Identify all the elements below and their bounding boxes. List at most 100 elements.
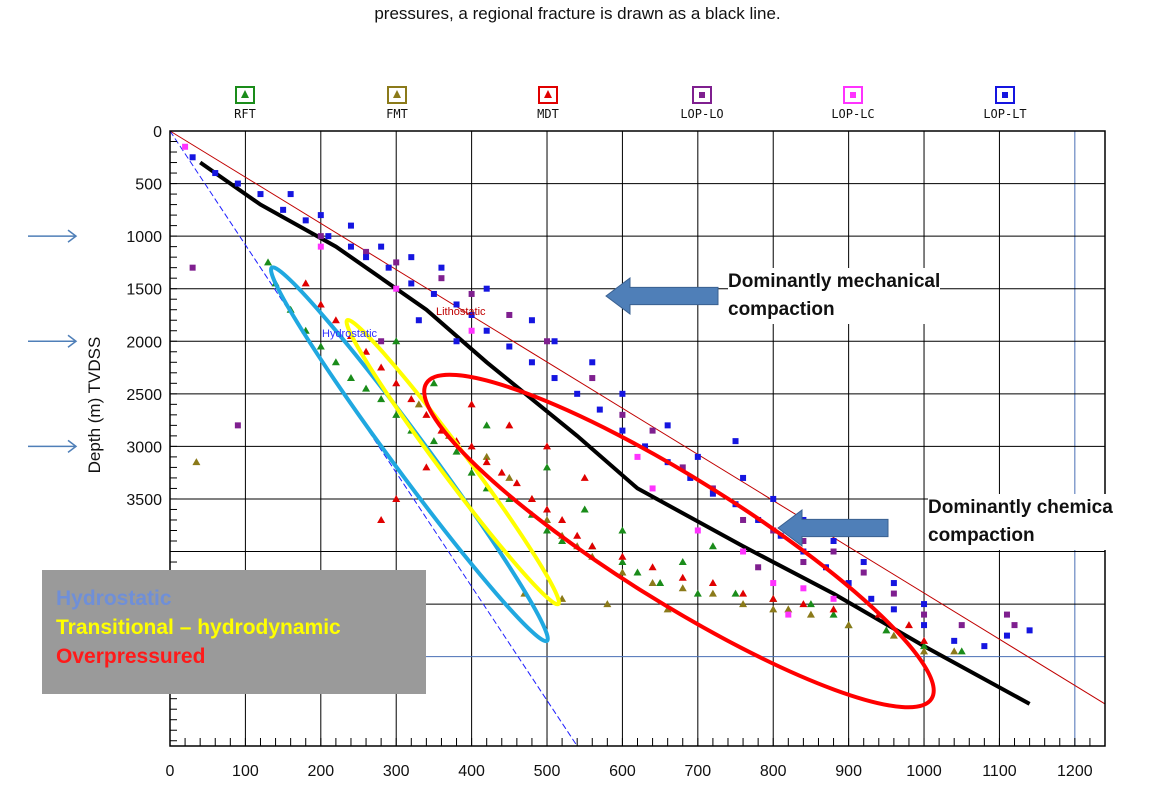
point-lop-lt bbox=[280, 206, 287, 213]
point-fmt bbox=[889, 631, 898, 639]
lithostatic-line bbox=[169, 130, 1106, 705]
legend-glyph bbox=[850, 92, 856, 98]
data-points bbox=[182, 143, 1033, 655]
point-lop-lc bbox=[694, 527, 701, 534]
point-lop-lt bbox=[430, 290, 437, 297]
point-rft bbox=[558, 537, 567, 544]
point-lop-lo bbox=[755, 564, 762, 571]
point-fmt bbox=[806, 610, 815, 618]
point-lop-lo bbox=[800, 538, 807, 544]
point-lop-lt bbox=[325, 233, 332, 240]
point-lop-lt bbox=[732, 438, 739, 445]
point-rft bbox=[452, 447, 461, 455]
y-tick-label: 2500 bbox=[126, 387, 162, 404]
x-tick-label: 0 bbox=[166, 763, 175, 780]
point-lop-lt bbox=[1003, 632, 1010, 639]
point-lop-lt bbox=[664, 422, 671, 429]
point-lop-lt bbox=[347, 222, 354, 229]
point-fmt bbox=[950, 647, 959, 655]
point-mdt bbox=[422, 463, 431, 471]
point-rft bbox=[346, 374, 355, 382]
point-lop-lt bbox=[363, 254, 370, 261]
point-lop-lt bbox=[551, 375, 558, 382]
point-mdt bbox=[362, 347, 371, 355]
point-lop-lt bbox=[302, 217, 309, 224]
point-mdt bbox=[467, 400, 476, 408]
legend-glyph bbox=[1002, 92, 1008, 98]
point-lop-lo bbox=[234, 422, 241, 429]
point-lop-lt bbox=[574, 390, 581, 397]
point-lop-lc bbox=[785, 611, 792, 618]
point-fmt bbox=[414, 400, 423, 408]
point-lop-lo bbox=[679, 464, 686, 471]
point-lop-lt bbox=[415, 317, 422, 324]
left-arrow bbox=[28, 334, 78, 348]
point-rft bbox=[264, 258, 273, 266]
point-lop-lo bbox=[393, 259, 400, 266]
point-fmt bbox=[678, 584, 687, 592]
point-lop-lt bbox=[378, 243, 385, 250]
point-lop-lc bbox=[317, 243, 324, 250]
point-mdt bbox=[497, 468, 506, 476]
point-fmt bbox=[844, 621, 853, 629]
x-tick-label: 100 bbox=[232, 763, 259, 780]
point-lop-lo bbox=[619, 411, 626, 418]
y-axis-label: Depth (m) TVDSS bbox=[85, 337, 104, 474]
point-lop-lt bbox=[408, 280, 415, 287]
point-mdt bbox=[527, 494, 536, 502]
point-lop-lo bbox=[1003, 611, 1010, 618]
point-mdt bbox=[580, 473, 589, 481]
point-lop-lc bbox=[468, 327, 475, 334]
point-lop-lt bbox=[770, 495, 777, 502]
point-rft bbox=[957, 647, 966, 655]
point-lop-lt bbox=[642, 443, 649, 450]
point-lop-lt bbox=[483, 327, 490, 334]
point-lop-lc bbox=[182, 143, 189, 150]
trend-lines bbox=[169, 130, 1106, 747]
x-tick-label: 400 bbox=[458, 763, 485, 780]
point-lop-lo bbox=[378, 338, 385, 345]
point-lop-lo bbox=[189, 264, 196, 271]
point-mdt bbox=[377, 363, 386, 371]
y-tick-label: 3500 bbox=[126, 492, 162, 509]
x-tick-label: 800 bbox=[760, 763, 787, 780]
point-lop-lo bbox=[468, 290, 475, 297]
point-lop-lo bbox=[1011, 622, 1018, 629]
point-mdt bbox=[678, 573, 687, 581]
point-lop-lt bbox=[868, 595, 875, 602]
y-tick-label: 1500 bbox=[126, 282, 162, 299]
point-lop-lt bbox=[951, 637, 958, 644]
point-fmt bbox=[648, 579, 657, 587]
point-mdt bbox=[588, 542, 597, 550]
point-lop-lt bbox=[528, 317, 535, 324]
y-tick-label: 0 bbox=[153, 124, 162, 141]
point-mdt bbox=[708, 579, 717, 587]
point-mdt bbox=[648, 563, 657, 571]
point-fmt bbox=[769, 605, 778, 613]
point-lop-lt bbox=[921, 601, 928, 608]
point-mdt bbox=[618, 552, 627, 560]
point-rft bbox=[377, 395, 386, 403]
arrows bbox=[28, 229, 889, 547]
point-lop-lo bbox=[830, 548, 837, 555]
point-lop-lc bbox=[830, 595, 837, 602]
point-rft bbox=[543, 463, 552, 471]
legend-transitional: Transitional – hydrodynamic bbox=[56, 616, 341, 639]
point-fmt bbox=[708, 589, 717, 597]
point-mdt bbox=[422, 410, 431, 418]
legend: RFT FMT MDT LOP-LO LOP-LC LOP-LT bbox=[234, 86, 1027, 121]
point-lop-lt bbox=[619, 427, 626, 434]
point-rft bbox=[633, 568, 642, 576]
point-rft bbox=[392, 410, 401, 418]
point-rft bbox=[829, 610, 838, 618]
point-lop-lt bbox=[317, 212, 324, 219]
point-lop-lo bbox=[921, 611, 928, 618]
point-lop-lt bbox=[347, 243, 354, 250]
point-lop-lt bbox=[890, 580, 897, 587]
x-tick-label: 300 bbox=[383, 763, 410, 780]
point-fmt bbox=[618, 568, 627, 576]
point-mdt bbox=[331, 316, 340, 324]
left-arrow bbox=[28, 229, 78, 243]
hydrostatic-label: Hydrostatic bbox=[322, 328, 378, 340]
point-rft bbox=[656, 579, 665, 587]
